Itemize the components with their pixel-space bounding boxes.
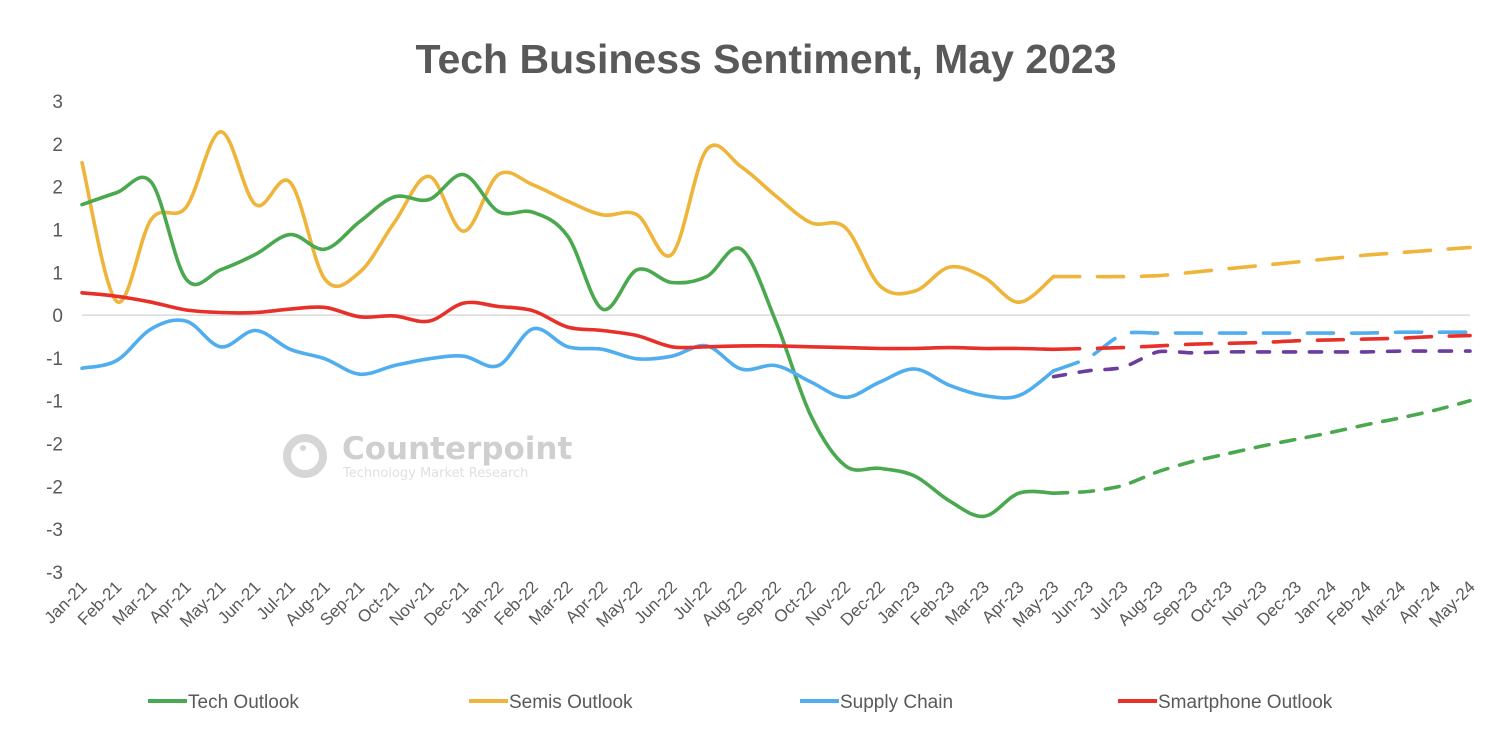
series-line-semis-outlook <box>80 129 1056 305</box>
x-axis: Jan-21Feb-21Mar-21Apr-21May-21Jun-21Jul-… <box>41 577 1479 631</box>
legend: Tech Outlook Semis Outlook Supply Chain Sma… <box>148 692 1333 713</box>
y-axis: 3 2 2 1 1 0 -1 -1 -2 -2 -3 -3 <box>46 92 63 584</box>
series-forecast-supply-chain <box>1051 330 1472 373</box>
y-tick-label: -2 <box>46 477 63 498</box>
watermark-name: Counterpoint <box>342 431 573 467</box>
y-tick-label: 1 <box>52 263 63 284</box>
y-tick-label: 2 <box>52 135 63 156</box>
watermark-tagline: Technology Market Research <box>342 466 528 481</box>
y-tick-label: 0 <box>52 306 63 327</box>
series-line-supply-chain <box>80 318 1056 400</box>
y-tick-label: -1 <box>46 392 63 413</box>
y-tick-label: 3 <box>52 92 63 113</box>
series-forecast-tech-outlook <box>1051 398 1472 495</box>
y-tick-label: -1 <box>46 349 63 370</box>
legend-item[interactable]: Supply Chain <box>800 692 953 713</box>
watermark-logo-dot <box>300 445 306 451</box>
y-tick-label: -3 <box>46 563 63 584</box>
series-line-tech-outlook <box>80 172 1056 519</box>
chart-title: Tech Business Sentiment, May 2023 <box>415 36 1116 82</box>
series-forecast-semis-outlook <box>1051 245 1472 279</box>
legend-label: Supply Chain <box>840 692 953 713</box>
watermark-logo-icon <box>283 434 327 478</box>
series-forecast-forecast-extra <box>1051 349 1472 379</box>
y-tick-label: -3 <box>46 520 63 541</box>
series-line-smartphone-outlook <box>80 291 1056 352</box>
y-tick-label: -2 <box>46 435 63 456</box>
legend-item[interactable]: Semis Outlook <box>469 692 633 713</box>
legend-item[interactable]: Smartphone Outlook <box>1118 692 1333 713</box>
legend-item[interactable]: Tech Outlook <box>148 692 299 713</box>
legend-label: Smartphone Outlook <box>1158 692 1333 713</box>
y-tick-label: 1 <box>52 220 63 241</box>
legend-label: Semis Outlook <box>509 692 633 713</box>
series-forecast-smartphone-outlook <box>1051 333 1472 352</box>
legend-label: Tech Outlook <box>188 692 299 713</box>
y-tick-label: 2 <box>52 178 63 199</box>
series-layer <box>80 129 1472 519</box>
watermark-logo: Counterpoint Technology Market Research <box>283 431 573 481</box>
